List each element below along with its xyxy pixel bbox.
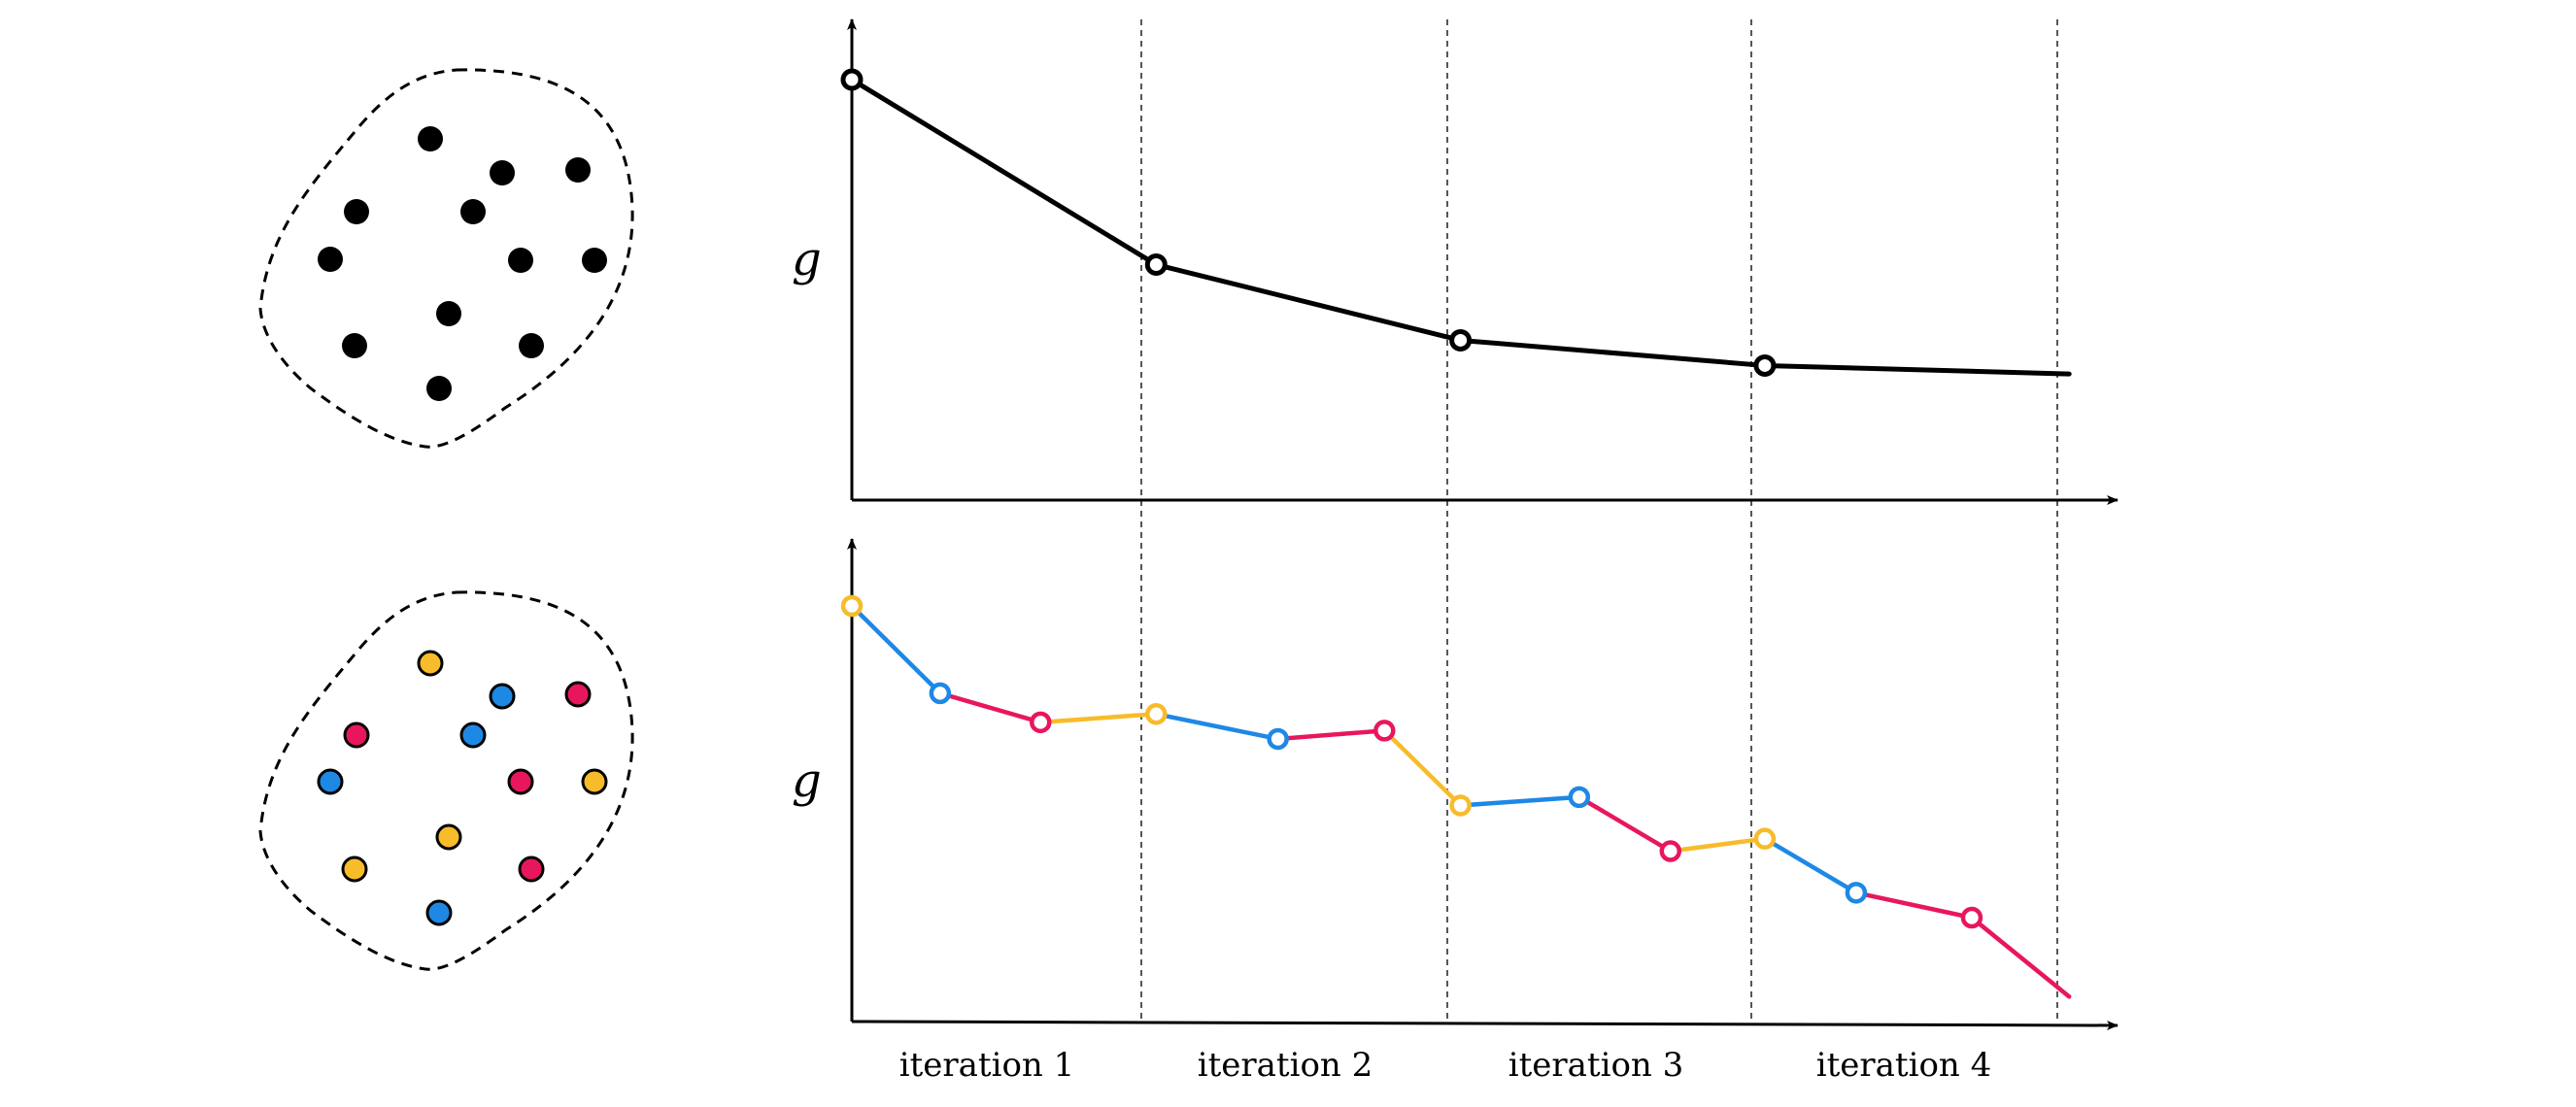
top-point-cloud [258,68,634,449]
top-point-4 [1753,353,1777,377]
bottom-cloud-outline [258,590,634,971]
top-segment-3 [1458,337,1768,368]
bottom-segment-1 [849,603,943,696]
top-cloud-dot-4 [565,157,591,183]
bottom-segment-2 [937,690,1043,725]
bottom-cloud-dot-8 [581,768,608,795]
top-cloud-dot-12 [426,376,452,401]
top-cloud-dots [318,126,607,401]
bottom-segment-10 [1762,836,1859,895]
bottom-axes: g [792,538,2118,1030]
bottom-point-6 [1373,720,1396,742]
bottom-point-11 [1845,882,1868,904]
bottom-point-1 [840,594,864,618]
iteration-labels: iteration 1 iteration 2 iteration 3 iter… [899,1046,1992,1085]
bottom-point-9 [1659,840,1682,862]
iteration-label-3: iteration 3 [1508,1046,1684,1085]
top-cloud-dot-6 [318,247,343,272]
top-cloud-dot-2 [344,199,369,224]
top-cloud-dot-7 [508,248,533,273]
top-segment-4 [1762,362,2072,377]
top-cloud-dot-11 [519,333,544,358]
bottom-series [840,594,2072,999]
bottom-cloud-dot-11 [518,855,545,883]
bottom-point-cloud [258,590,634,971]
top-cloud-outline [258,68,634,449]
iteration-label-1: iteration 1 [899,1046,1075,1085]
bottom-cloud-dot-1 [417,650,444,677]
bottom-cloud-dot-12 [425,899,453,926]
bottom-point-12 [1960,906,1983,929]
top-cloud-dot-9 [436,301,461,326]
bottom-x-axis [851,1020,2118,1030]
bottom-segment-6 [1382,728,1463,808]
bottom-cloud-dot-7 [507,768,534,795]
bottom-cloud-dot-6 [317,768,344,795]
bottom-segment-4 [1154,712,1280,742]
top-point-1 [840,68,864,91]
bottom-segment-12 [1969,915,2072,999]
iteration-label-2: iteration 2 [1198,1046,1373,1085]
top-segment-2 [1153,262,1464,343]
bottom-cloud-dot-4 [564,681,592,708]
bottom-point-4 [1145,703,1168,725]
bottom-cloud-dots [317,650,608,926]
top-cloud-dot-3 [490,160,515,185]
bottom-cloud-dot-3 [489,683,516,710]
top-segment-1 [849,77,1159,268]
top-point-3 [1449,328,1473,352]
bottom-point-3 [1029,711,1052,734]
bottom-segment-3 [1037,712,1159,725]
bottom-cloud-dot-9 [435,823,462,851]
iteration-label-4: iteration 4 [1816,1046,1992,1085]
top-cloud-dot-8 [582,248,607,273]
bottom-y-label: g [792,754,822,808]
top-point-2 [1144,253,1168,277]
bottom-segment-5 [1275,728,1387,742]
top-series [840,68,2072,377]
top-cloud-dot-10 [342,333,367,358]
top-cloud-dot-1 [418,126,443,151]
top-y-label: g [792,232,822,286]
bottom-point-8 [1568,786,1591,809]
bottom-point-5 [1267,727,1289,751]
bottom-cloud-dot-10 [341,855,368,883]
bottom-cloud-dot-5 [459,721,487,749]
top-cloud-dot-5 [460,199,486,224]
bottom-segment-11 [1853,890,1975,921]
top-axes: g [792,18,2118,505]
bottom-point-10 [1753,827,1777,850]
bottom-point-7 [1449,794,1472,817]
bottom-segment-8 [1576,794,1674,854]
bottom-cloud-dot-2 [343,721,370,749]
iteration-separators [1140,19,2058,1022]
bottom-segment-9 [1668,836,1768,854]
bottom-point-2 [929,682,952,705]
bottom-segment-7 [1458,794,1582,808]
